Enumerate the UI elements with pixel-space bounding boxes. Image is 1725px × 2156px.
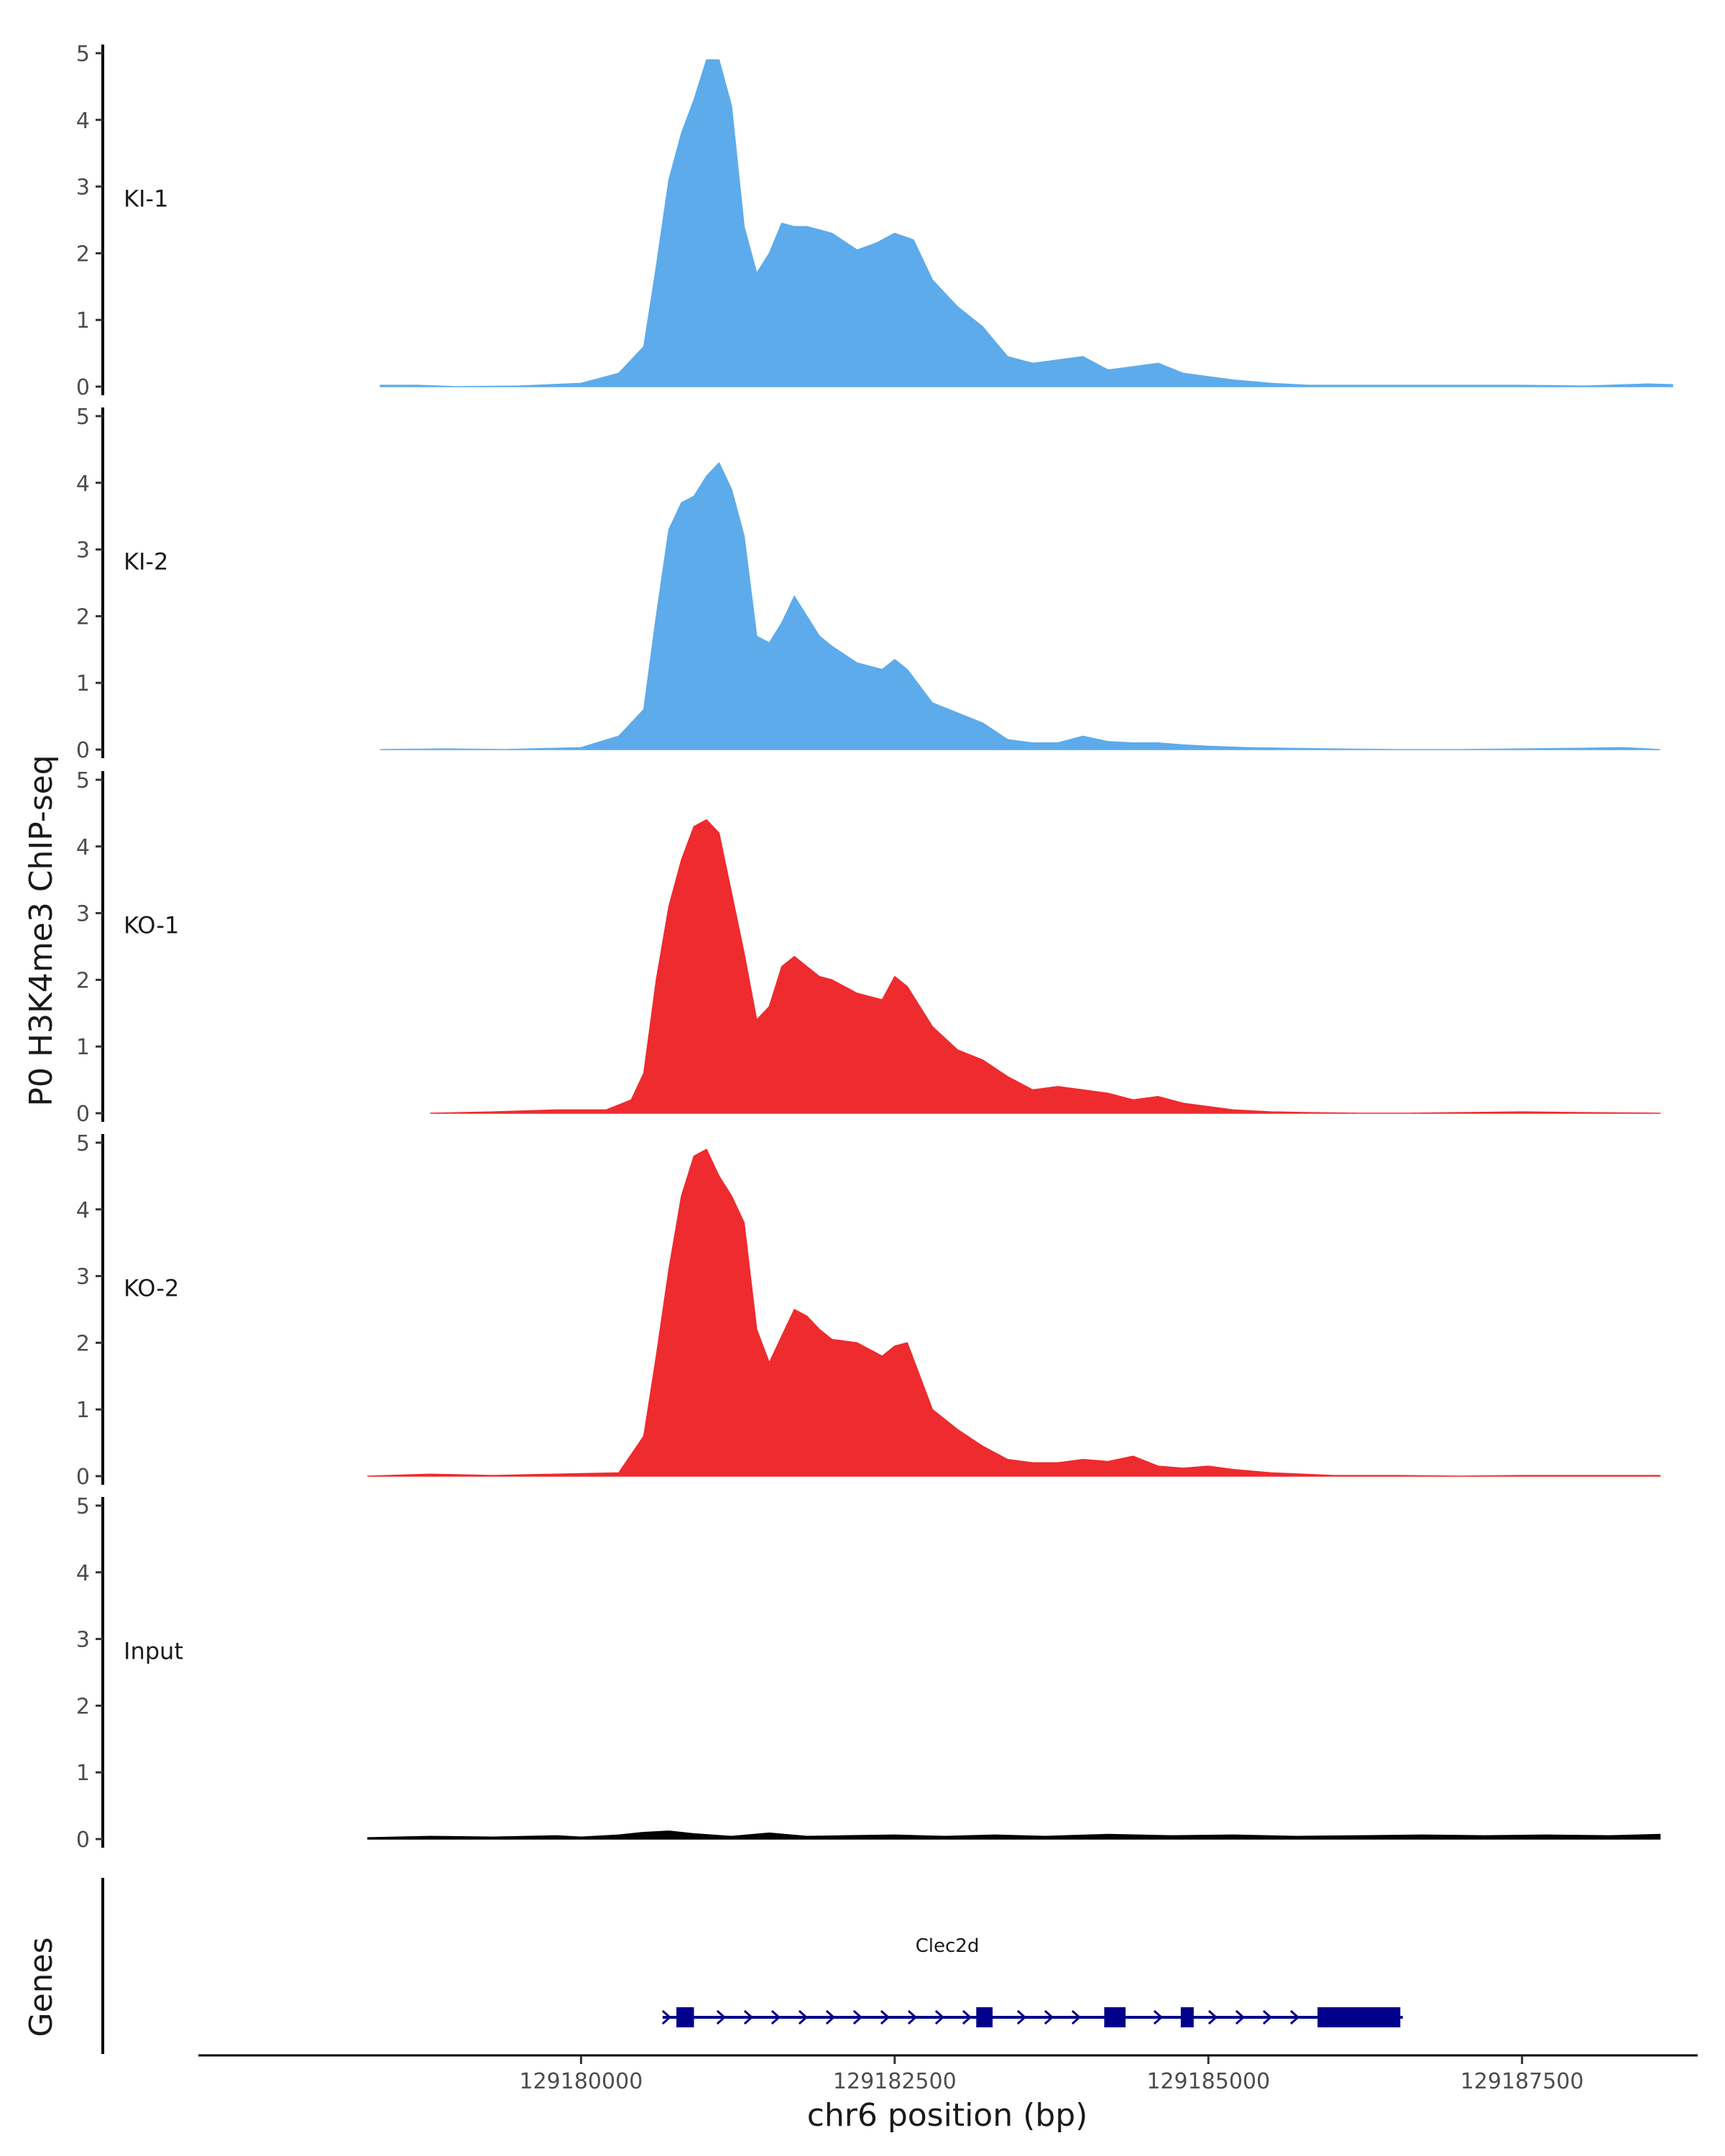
exon-block	[976, 2007, 993, 2027]
track-label: KO-2	[124, 1274, 179, 1302]
track-label: KI-2	[124, 548, 168, 575]
y-tick-label: 0	[76, 375, 90, 400]
strand-arrow-icon	[934, 2009, 945, 2025]
x-tick-label: 129182500	[833, 2069, 957, 2094]
track-ko-2: 0 1 2 3 4 5 KO-2	[76, 1131, 1661, 1490]
track-ki-2: 0 1 2 3 4 5 KI-2	[76, 405, 1661, 763]
gene-track: Clec2d	[101, 1878, 1403, 2054]
exon-block	[1180, 2007, 1194, 2027]
exon-block	[676, 2007, 694, 2027]
strand-arrow-icon	[1262, 2009, 1273, 2025]
strand-arrow-icon	[1044, 2009, 1054, 2025]
y-axis-title: P0 H3K4me3 ChIP-seq	[23, 755, 60, 1106]
strand-arrow-icon	[1289, 2009, 1300, 2025]
y-tick-label: 5	[76, 405, 90, 430]
strand-arrow-icon	[743, 2009, 754, 2025]
gene-model	[661, 2007, 1403, 2027]
y-tick-label: 2	[76, 1331, 90, 1356]
strand-arrow-icon	[1071, 2009, 1082, 2025]
y-tick-label: 1	[76, 671, 90, 696]
x-ticks: 129180000 129182500 129185000 129187500	[520, 2055, 1584, 2094]
signal-area	[367, 1830, 1661, 1840]
y-tick-label: 1	[76, 1761, 90, 1786]
strand-arrow-icon	[1208, 2009, 1218, 2025]
y-tick-label: 0	[76, 1102, 90, 1127]
y-tick-label: 5	[76, 768, 90, 793]
y-tick-label: 3	[76, 1628, 90, 1653]
y-tick-label: 3	[76, 1265, 90, 1290]
strand-arrow-icon	[825, 2009, 836, 2025]
y-tick-label: 4	[76, 109, 90, 134]
y-tick-label: 1	[76, 308, 90, 333]
x-tick-label: 129180000	[520, 2069, 643, 2094]
y-tick-label: 0	[76, 1828, 90, 1853]
y-tick-label: 5	[76, 1494, 90, 1519]
y-tick-label: 4	[76, 471, 90, 497]
track-ki-1: 0 1 2 3 4 5 KI-1	[76, 42, 1673, 400]
exon-block	[1104, 2007, 1126, 2027]
y-tick-label: 4	[76, 1198, 90, 1223]
y-tick-label: 4	[76, 1561, 90, 1586]
track-input: 0 1 2 3 4 5 Input	[76, 1494, 1661, 1853]
strand-arrow-icon	[770, 2009, 781, 2025]
y-tick-label: 3	[76, 175, 90, 201]
signal-area	[367, 1148, 1661, 1477]
gene-name-label: Clec2d	[916, 1935, 980, 1957]
strand-arrow-icon	[880, 2009, 891, 2025]
track-label: KO-1	[124, 911, 179, 939]
y-tick-label: 2	[76, 1694, 90, 1719]
y-tick-label: 0	[76, 1465, 90, 1490]
x-axis: 129180000 129182500 129185000 129187500 chr…	[198, 2054, 1698, 2134]
y-tick-label: 3	[76, 538, 90, 563]
signal-tracks: 0 1 2 3 4 5 KI-1 0 1 2 3 4 5 KI-2 0 1 2 3 4 5 KO-1 0 1 2 3 4 5 KO-2…	[76, 42, 1673, 1853]
genes-axis-title: Genes	[23, 1937, 60, 2037]
y-tick-label: 2	[76, 241, 90, 267]
strand-arrow-icon	[661, 2009, 672, 2025]
strand-arrow-icon	[852, 2009, 863, 2025]
x-axis-title: chr6 position (bp)	[807, 2097, 1088, 2134]
strand-arrow-icon	[798, 2009, 809, 2025]
signal-area	[380, 462, 1661, 750]
track-label: Input	[124, 1637, 183, 1664]
strand-arrow-icon	[1153, 2009, 1164, 2025]
signal-area	[380, 59, 1673, 387]
y-tick-label: 4	[76, 835, 90, 860]
y-tick-label: 3	[76, 902, 90, 927]
track-label: KI-1	[124, 185, 168, 212]
strand-arrow-icon	[1016, 2009, 1027, 2025]
exon-block	[1317, 2007, 1401, 2027]
strand-arrow-icon	[716, 2009, 727, 2025]
y-tick-label: 2	[76, 968, 90, 993]
strand-arrow-icon	[1235, 2009, 1246, 2025]
strand-arrow-icon	[962, 2009, 972, 2025]
y-tick-label: 5	[76, 42, 90, 67]
x-tick-label: 129187500	[1460, 2069, 1584, 2094]
signal-area	[430, 819, 1661, 1114]
y-tick-label: 1	[76, 1398, 90, 1423]
y-tick-label: 2	[76, 604, 90, 630]
x-tick-label: 129185000	[1146, 2069, 1270, 2094]
y-tick-label: 1	[76, 1035, 90, 1060]
y-tick-label: 0	[76, 738, 90, 763]
y-tick-label: 5	[76, 1131, 90, 1156]
strand-arrow-icon	[907, 2009, 918, 2025]
track-ko-1: 0 1 2 3 4 5 KO-1	[76, 768, 1661, 1127]
